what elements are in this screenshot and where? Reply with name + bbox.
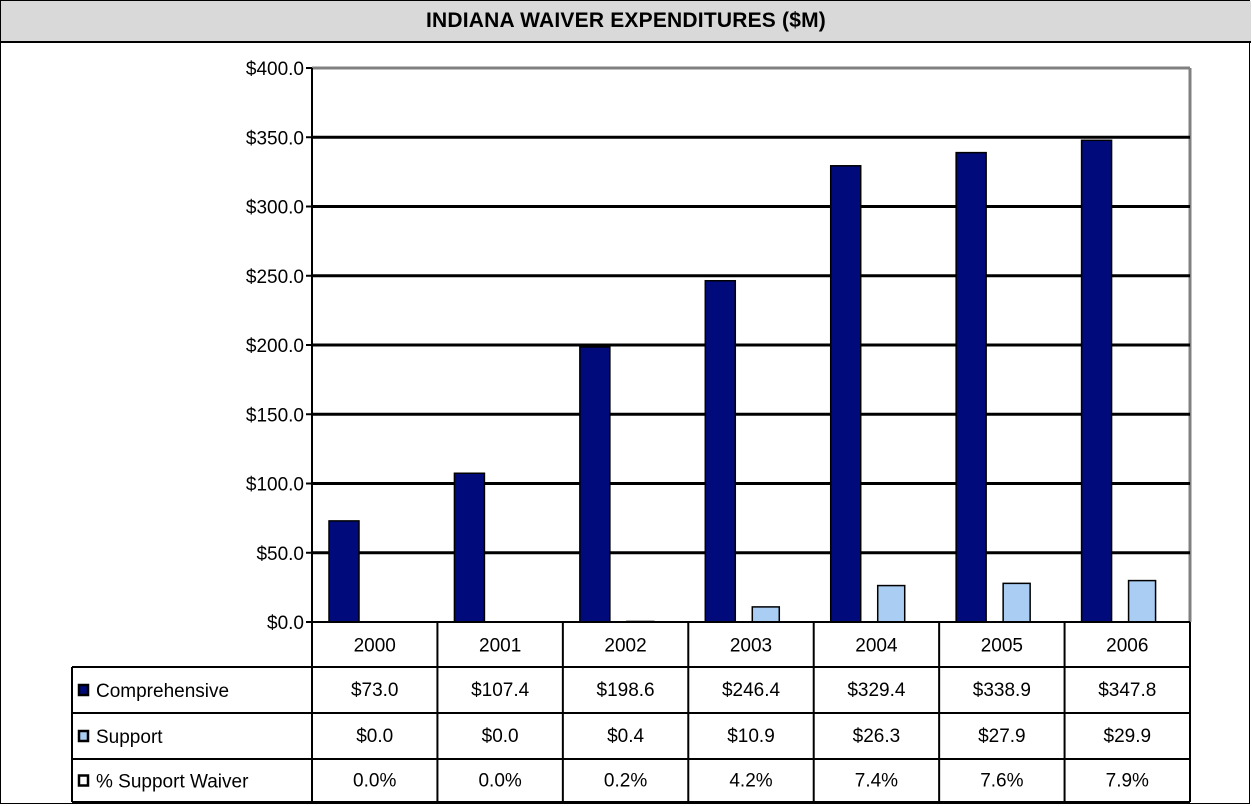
data-label: $0.0 — [356, 726, 393, 747]
data-label: 0.0% — [478, 771, 521, 792]
data-label: $0.4 — [607, 726, 644, 747]
row-label: Support — [96, 727, 163, 748]
bar-support — [751, 606, 781, 623]
bar-comprehensive — [704, 279, 737, 623]
data-label: $10.9 — [727, 726, 775, 747]
data-label: 0.2% — [604, 771, 647, 792]
bar-comprehensive — [955, 151, 987, 623]
bar-comprehensive — [453, 472, 486, 623]
y-tick-label: $100.0 — [246, 475, 304, 496]
bar-comprehensive — [328, 520, 360, 623]
data-label: $73.0 — [351, 680, 399, 701]
data-label: $26.3 — [853, 726, 901, 747]
row-label: % Support Waiver — [96, 772, 249, 793]
data-label: $329.4 — [847, 680, 906, 701]
category-label: 2004 — [855, 636, 898, 657]
legend-key — [77, 683, 90, 697]
data-label: 0.0% — [353, 771, 396, 792]
data-label: $107.4 — [471, 680, 530, 701]
title-bar: INDIANA WAIVER EXPENDITURES ($M) — [1, 1, 1251, 43]
y-tick-label: $0.0 — [267, 613, 304, 634]
data-label: $198.6 — [597, 680, 655, 701]
row-label: Comprehensive — [96, 681, 229, 702]
bar-support — [876, 584, 906, 623]
category-label: 2000 — [354, 636, 396, 657]
y-tick-label: $50.0 — [256, 544, 304, 565]
category-label: 2003 — [730, 636, 772, 657]
data-label: 4.2% — [729, 771, 772, 792]
data-label: $27.9 — [978, 726, 1026, 747]
category-label: 2001 — [479, 636, 521, 657]
category-label: 2005 — [981, 636, 1023, 657]
data-label: $338.9 — [973, 680, 1031, 701]
category-label: 2002 — [604, 636, 646, 657]
bar-support — [1002, 582, 1031, 623]
legend-key — [77, 774, 90, 787]
data-label: 7.9% — [1106, 771, 1149, 792]
data-label: $0.0 — [482, 726, 519, 747]
data-label: $246.4 — [722, 680, 781, 701]
chart-title: INDIANA WAIVER EXPENDITURES ($M) — [426, 9, 826, 32]
y-tick-label: $250.0 — [246, 267, 304, 288]
bar-comprehensive — [1080, 139, 1113, 623]
legend-key — [77, 729, 90, 743]
y-tick-label: $300.0 — [246, 198, 304, 219]
bar-comprehensive — [579, 346, 611, 623]
y-tick-label: $350.0 — [246, 128, 304, 149]
y-tick-label: $150.0 — [246, 405, 304, 426]
data-label: $347.8 — [1098, 680, 1156, 701]
data-label: 7.6% — [980, 771, 1023, 792]
y-tick-label: $200.0 — [246, 336, 304, 357]
category-label: 2006 — [1106, 636, 1148, 657]
bar-support — [1127, 579, 1157, 623]
data-label: $29.9 — [1104, 726, 1152, 747]
bar-comprehensive — [829, 165, 862, 623]
data-label: 7.4% — [855, 771, 898, 792]
y-tick-label: $400.0 — [246, 59, 304, 80]
